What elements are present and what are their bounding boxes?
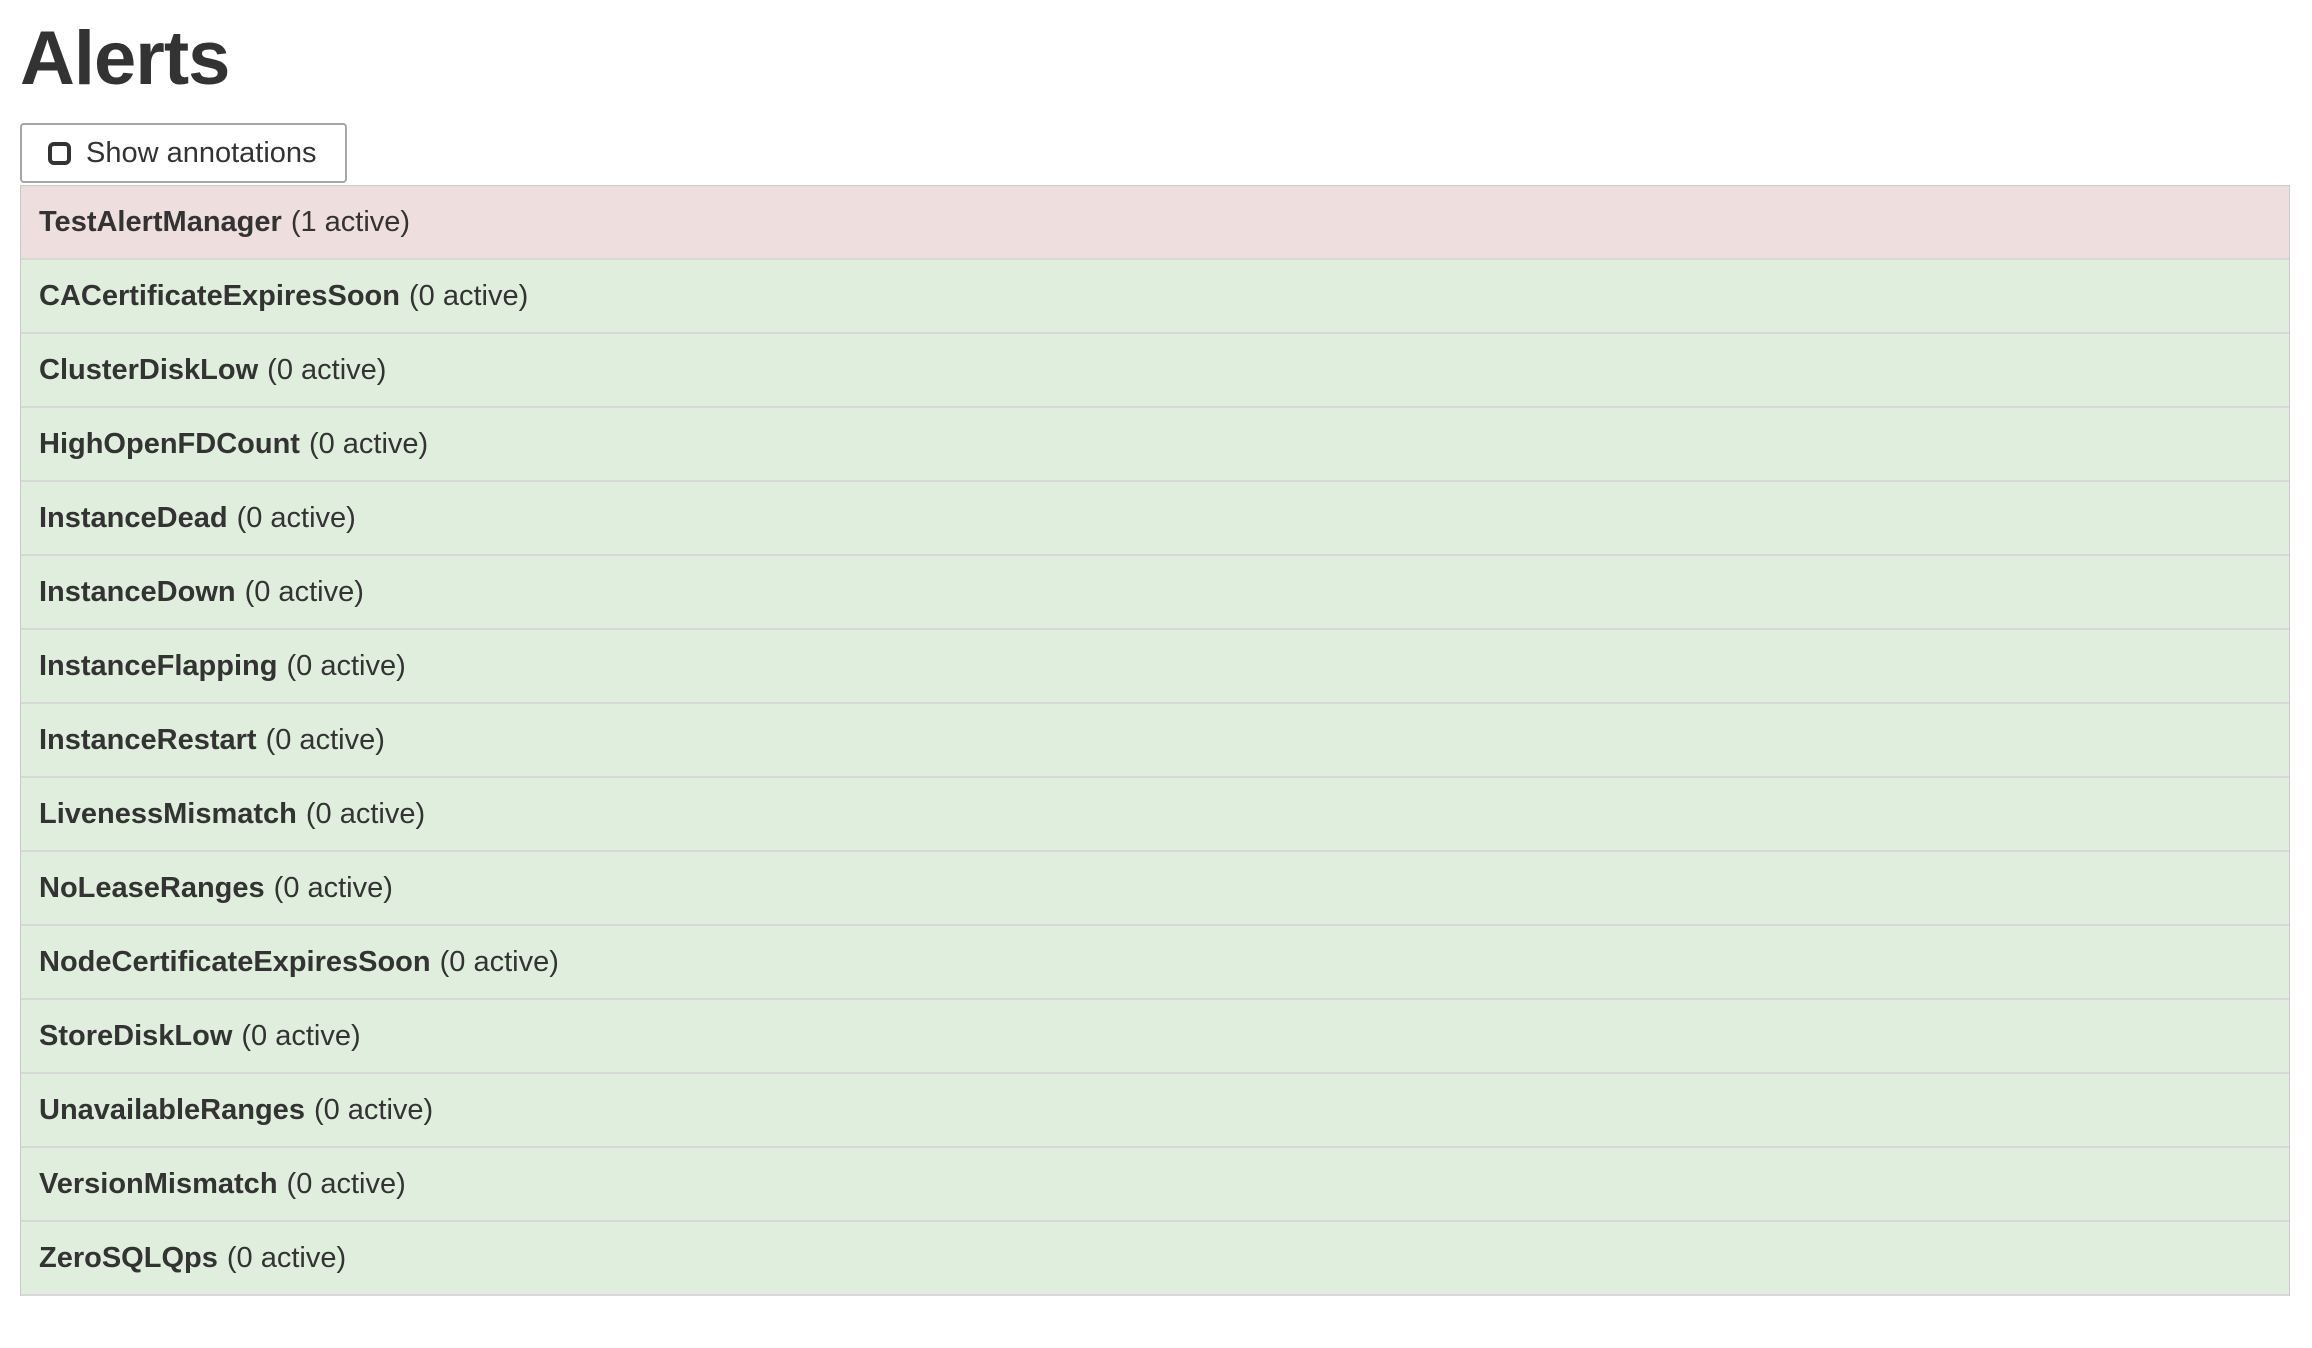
alert-name: InstanceFlapping — [39, 649, 278, 682]
alert-active-count: (0 active) — [236, 501, 356, 534]
alert-row[interactable]: NoLeaseRanges (0 active) — [21, 852, 2289, 927]
page-title: Alerts — [20, 16, 230, 101]
alert-name: TestAlertManager — [39, 205, 282, 238]
alert-active-count: (0 active) — [241, 1019, 361, 1052]
alert-row[interactable]: StoreDiskLow (0 active) — [21, 1000, 2289, 1075]
alert-active-count: (0 active) — [273, 871, 393, 904]
alert-active-count: (0 active) — [267, 353, 387, 386]
alert-active-count: (1 active) — [290, 205, 411, 238]
alert-name: CACertificateExpiresSoon — [39, 279, 400, 312]
alert-name: ZeroSQLQps — [39, 1241, 218, 1274]
alert-name: UnavailableRanges — [39, 1093, 305, 1126]
alert-name: InstanceDead — [39, 501, 228, 534]
alert-row[interactable]: InstanceDead (0 active) — [21, 482, 2289, 557]
alert-name: InstanceDown — [39, 575, 236, 608]
alerts-page: Alerts Show annotations TestAlertManager… — [0, 16, 2312, 1348]
alert-row[interactable]: CACertificateExpiresSoon (0 active) — [21, 260, 2289, 335]
alert-name: VersionMismatch — [39, 1167, 278, 1200]
alert-row[interactable]: LivenessMismatch (0 active) — [21, 778, 2289, 853]
show-annotations-button[interactable]: Show annotations — [20, 123, 347, 184]
alert-name: InstanceRestart — [39, 723, 257, 756]
alert-name: ClusterDiskLow — [39, 353, 259, 386]
alert-active-count: (0 active) — [226, 1241, 347, 1274]
alert-row[interactable]: ZeroSQLQps (0 active) — [21, 1222, 2289, 1297]
alert-active-count: (0 active) — [313, 1093, 434, 1126]
alert-row[interactable]: UnavailableRanges (0 active) — [21, 1074, 2289, 1149]
alert-row[interactable]: TestAlertManager (1 active) — [21, 186, 2289, 261]
alert-active-count: (0 active) — [286, 1167, 406, 1200]
show-annotations-label: Show annotations — [86, 136, 317, 169]
alert-row[interactable]: VersionMismatch (0 active) — [21, 1148, 2289, 1223]
alert-list: TestAlertManager (1 active) CACertificat… — [20, 185, 2290, 1297]
alert-name: StoreDiskLow — [39, 1019, 233, 1052]
alert-name: NodeCertificateExpiresSoon — [39, 945, 431, 978]
alert-row[interactable]: InstanceFlapping (0 active) — [21, 630, 2289, 705]
checkbox-icon[interactable] — [48, 141, 71, 165]
alert-active-count: (0 active) — [439, 945, 559, 978]
alert-active-count: (0 active) — [286, 649, 406, 682]
alert-active-count: (0 active) — [308, 427, 429, 460]
alert-row[interactable]: NodeCertificateExpiresSoon (0 active) — [21, 926, 2289, 1001]
alert-row[interactable]: InstanceDown (0 active) — [21, 556, 2289, 631]
alert-row[interactable]: HighOpenFDCount (0 active) — [21, 408, 2289, 483]
alert-active-count: (0 active) — [409, 279, 529, 312]
alert-active-count: (0 active) — [244, 575, 364, 608]
alert-row[interactable]: InstanceRestart (0 active) — [21, 704, 2289, 779]
alert-row[interactable]: ClusterDiskLow (0 active) — [21, 334, 2289, 409]
alert-active-count: (0 active) — [265, 723, 385, 756]
alert-name: LivenessMismatch — [39, 797, 297, 830]
alert-name: NoLeaseRanges — [39, 871, 265, 904]
alert-active-count: (0 active) — [305, 797, 426, 830]
alert-name: HighOpenFDCount — [39, 427, 300, 460]
